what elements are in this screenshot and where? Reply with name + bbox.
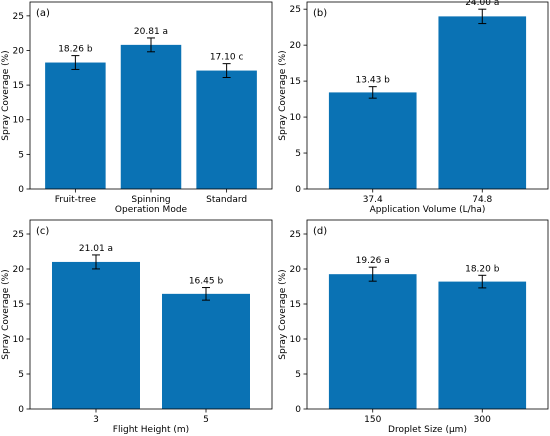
y-tick-label: 25 — [13, 12, 24, 22]
y-tick-label: 15 — [290, 300, 301, 310]
y-tick-label: 15 — [290, 77, 301, 87]
panel-label: (c) — [36, 226, 49, 237]
data-label: 17.10 c — [210, 53, 244, 63]
bar — [120, 44, 182, 189]
bar — [328, 92, 417, 189]
y-axis-label: Spray Coverage (%) — [278, 269, 288, 359]
x-tick-label: Standard — [206, 195, 247, 205]
y-tick-label: 0 — [18, 185, 24, 195]
x-axis-label: Flight Height (m) — [113, 425, 189, 435]
bar — [438, 281, 527, 409]
y-tick-label: 20 — [290, 41, 302, 51]
y-tick-label: 20 — [13, 265, 25, 275]
panel-label: (b) — [313, 8, 327, 19]
axes-frame — [306, 219, 549, 410]
y-tick-label: 5 — [18, 370, 24, 380]
y-tick-label: 25 — [290, 230, 301, 240]
x-tick-label: 74.8 — [472, 195, 492, 205]
bar — [196, 70, 257, 189]
y-tick-label: 20 — [290, 265, 302, 275]
y-tick-label: 0 — [18, 405, 24, 415]
y-tick-label: 5 — [18, 150, 24, 160]
chart-panel: 21.01 a 3 16.45 b 5 0 5 10 15 20 25 (c) Flight Heig… — [1, 219, 273, 435]
y-tick-label: 25 — [290, 5, 301, 15]
bar — [52, 261, 140, 409]
data-label: 18.26 b — [58, 45, 93, 55]
bar — [45, 62, 106, 189]
bar — [328, 274, 417, 409]
data-label: 20.81 a — [134, 27, 168, 37]
y-tick-label: 10 — [13, 335, 25, 345]
data-label: 19.26 a — [356, 256, 390, 266]
bar — [162, 293, 250, 409]
chart-panel: 19.26 a 150 18.20 b 300 0 5 10 15 20 25 (d) Droplet… — [278, 219, 549, 435]
y-axis-label: Spray Coverage (%) — [1, 269, 11, 359]
y-axis-label: Spray Coverage (%) — [1, 50, 11, 140]
x-tick-label: Spinning — [131, 195, 170, 205]
data-label: 24.00 a — [465, 0, 499, 8]
y-tick-label: 5 — [295, 149, 301, 159]
x-tick-label: 3 — [93, 415, 99, 425]
y-tick-label: 10 — [290, 113, 302, 123]
y-tick-label: 15 — [13, 81, 24, 91]
data-label: 21.01 a — [79, 244, 113, 254]
y-tick-label: 5 — [295, 370, 301, 380]
y-tick-label: 0 — [295, 405, 301, 415]
x-axis-label: Operation Mode — [115, 205, 188, 215]
y-tick-label: 25 — [13, 230, 24, 240]
axes-frame — [29, 219, 273, 410]
x-axis-label: Droplet Size (μm) — [388, 425, 467, 435]
x-tick-label: 300 — [474, 415, 491, 425]
x-tick-label: Fruit-tree — [55, 195, 97, 205]
y-tick-label: 20 — [13, 46, 25, 56]
axes-frame — [29, 1, 273, 190]
y-axis-label: Spray Coverage (%) — [278, 50, 288, 140]
y-tick-label: 10 — [290, 335, 302, 345]
x-tick-label: 5 — [203, 415, 209, 425]
bar — [438, 16, 527, 190]
panel-label: (d) — [313, 226, 327, 237]
x-tick-label: 37.4 — [363, 195, 383, 205]
axes-frame — [306, 1, 549, 190]
data-label: 16.45 b — [189, 277, 224, 287]
chart-panel: 18.26 b Fruit-tree 20.81 a Spinning 17.10 c S… — [1, 1, 273, 215]
y-tick-label: 10 — [13, 116, 25, 126]
x-axis-label: Application Volume (L/ha) — [370, 205, 486, 215]
panel-label: (a) — [36, 8, 50, 19]
x-tick-label: 150 — [364, 415, 381, 425]
y-tick-label: 15 — [13, 300, 24, 310]
data-label: 18.20 b — [465, 264, 500, 274]
chart-panel: 13.43 b 37.4 24.00 a 74.8 0 5 10 15 20 25 (b) Appli… — [278, 0, 549, 215]
y-tick-label: 0 — [295, 185, 301, 195]
data-label: 13.43 b — [356, 76, 391, 86]
